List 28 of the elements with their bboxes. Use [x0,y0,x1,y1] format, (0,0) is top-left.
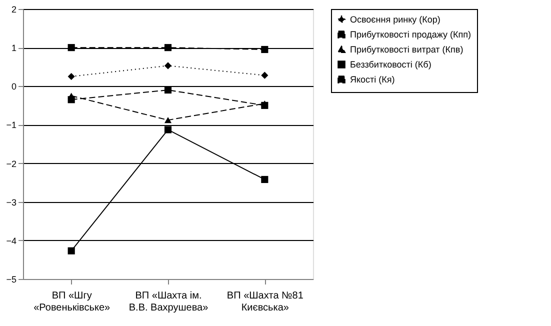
point [164,62,172,70]
y-tick-label: 1 [11,43,16,54]
y-tick-label: −5 [6,274,16,284]
point [68,72,75,80]
x-tick-label: ВП «Шахта №81 Києвська» [226,290,304,314]
y-tick-label: −1 [6,120,16,130]
point [164,86,172,94]
x-tick-label: ВП «Шгу «Ровеньківське» [34,290,110,314]
point [164,117,172,124]
legend-label: Освоєння ринку (Кор) [350,14,440,24]
point [164,126,172,134]
legend-label: Беззбитковості (Кб) [350,60,432,70]
y-tick-label: −3 [6,197,16,208]
y-tick-label: −4 [6,236,16,246]
point [68,92,75,99]
y-tick-label: 0 [11,82,16,92]
legend-label: Якості (Кя) [350,74,395,84]
x-tick-label: ВП «Шахта ім. В.В. Вахрушева» [128,290,209,314]
y-tick-label: −2 [6,158,16,169]
legend-label: Прибутковості витрат (Кпв) [350,44,464,54]
point [261,46,268,54]
point [68,247,75,254]
y-tick-label: 2 [11,4,16,14]
point [68,44,75,52]
legend-label: Прибутковості продажу (Кпп) [350,30,471,40]
point [261,176,268,184]
point [164,44,172,52]
point [261,72,268,79]
